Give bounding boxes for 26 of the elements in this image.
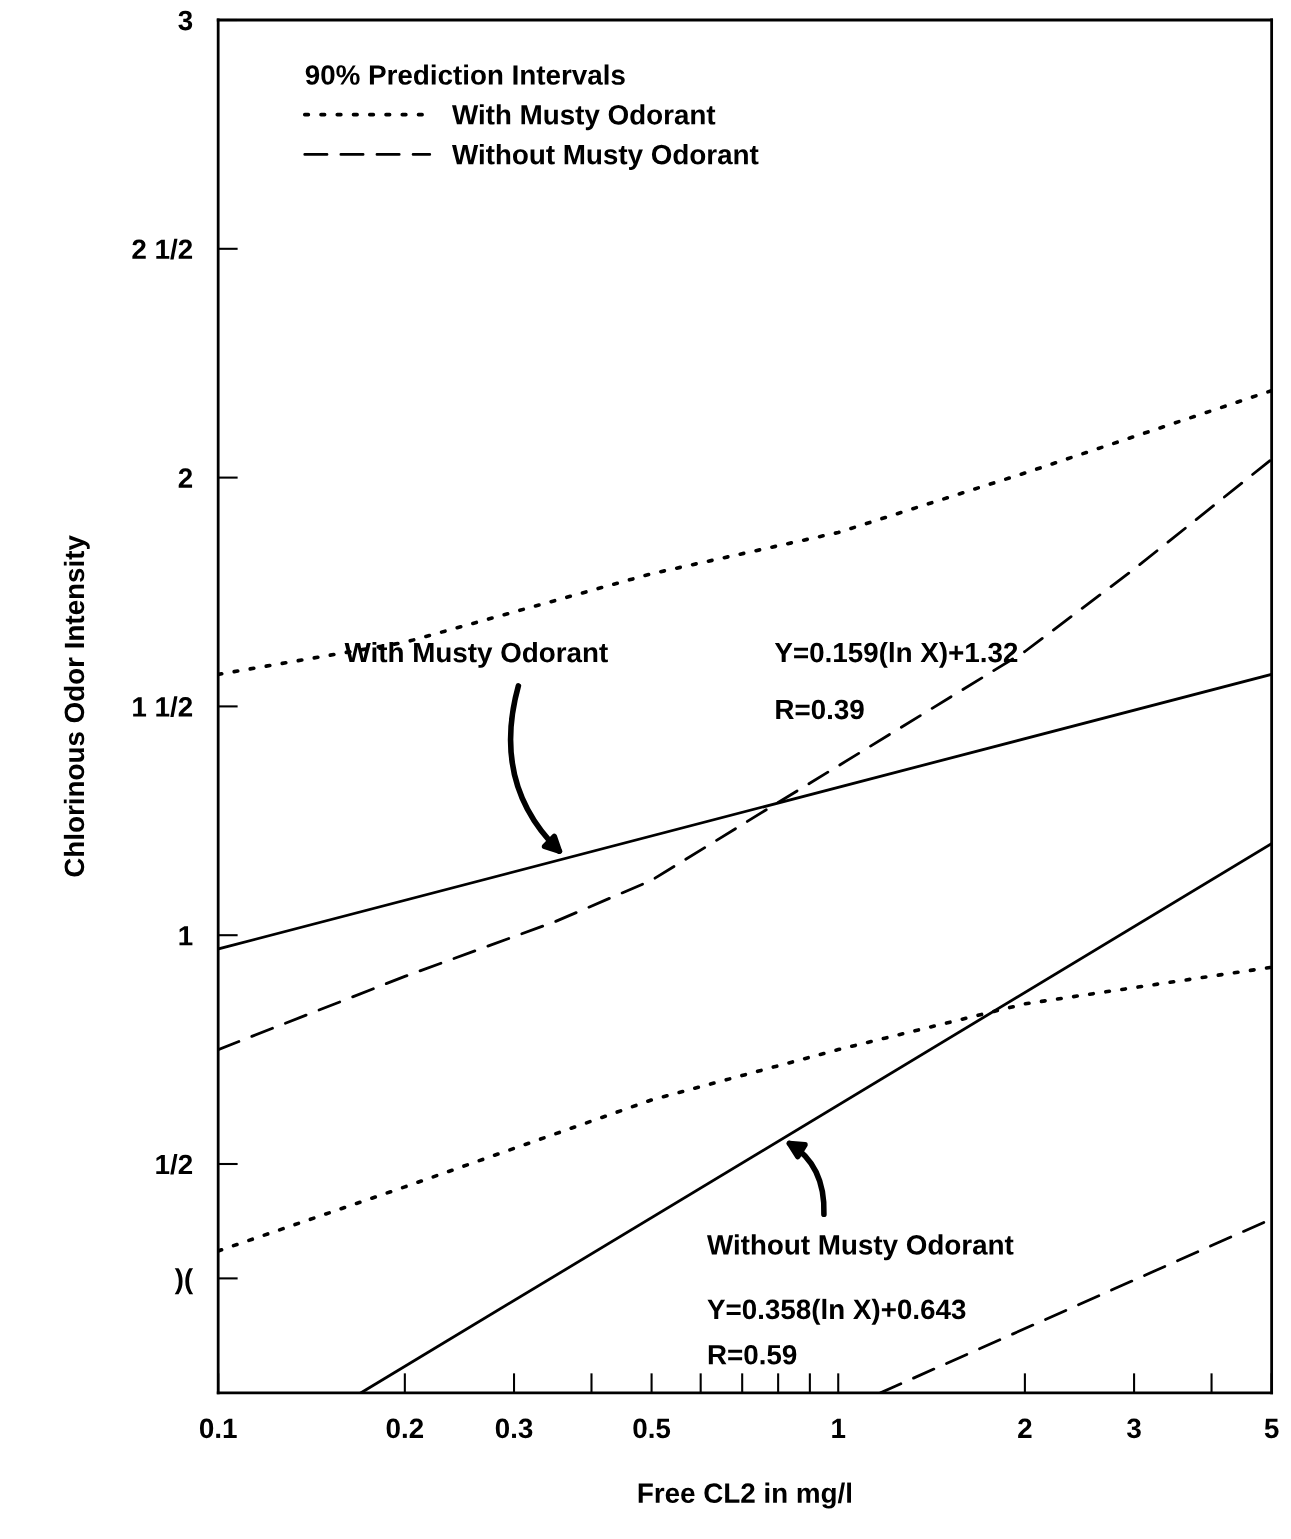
legend-label: Without Musty Odorant [452, 144, 759, 170]
x-axis-title: Free CL2 in mg/l [638, 1482, 851, 1509]
annotation: R=0.39 [776, 699, 864, 720]
legend-title: 90% Prediction Intervals [305, 64, 625, 85]
legend-label: With Musty Odorant [452, 104, 716, 131]
x-tick-label: 0.3 [495, 1418, 533, 1439]
y-tick-label: )( [174, 1268, 194, 1295]
x-tick-label: 3 [1126, 1418, 1141, 1439]
y-tick-label: 1 [179, 926, 193, 946]
x-tick-label: 1 [832, 1418, 846, 1438]
annotation: Without Musty Odorant [707, 1234, 1014, 1261]
x-tick-label: 0.5 [633, 1418, 671, 1439]
x-tick-label: 0.2 [386, 1418, 424, 1439]
y-tick-label: 1 1/2 [133, 696, 193, 718]
y-tick-label: 3 [178, 10, 193, 31]
annotation: With Musty Odorant [344, 641, 608, 668]
x-tick-label: 2 [1018, 1418, 1032, 1438]
y-tick-label: 2 [178, 468, 193, 488]
x-tick-label: 0.1 [199, 1418, 237, 1439]
annotation: R=0.59 [708, 1344, 797, 1365]
y-tick-label: 2 1/2 [132, 238, 193, 260]
y-axis-title: Chlorinous Odor Intensity [63, 535, 90, 877]
annotation: Y=0.358(ln X)+0.643 [707, 1298, 966, 1325]
x-tick-label: 5 [1264, 1418, 1279, 1439]
annotation: Y=0.159(ln X)+1.32 [774, 641, 1018, 668]
y-tick-label: 1/2 [156, 1153, 193, 1175]
